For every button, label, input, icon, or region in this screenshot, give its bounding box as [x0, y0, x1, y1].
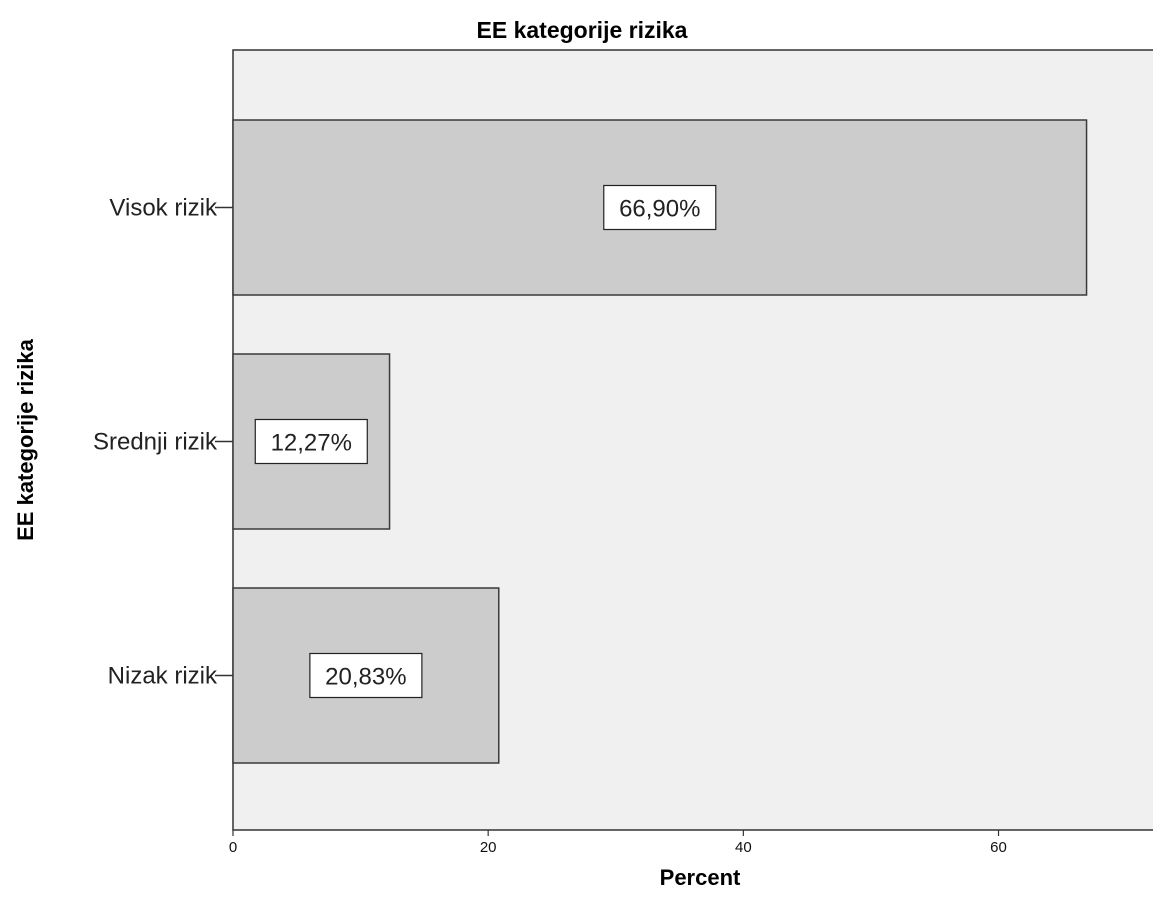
data-label-box-nizak-rizik: [309, 652, 423, 699]
category-label-srednji-rizik: Srednji rizik: [93, 429, 218, 456]
x-tick-label-20: 20: [480, 839, 497, 856]
data-label-box-srednji-rizik: [254, 418, 368, 465]
data-labels: 66,90% 12,27% 20,83%: [254, 184, 717, 699]
x-tick-label-0: 0: [229, 839, 237, 856]
data-label-visok-rizik: 66,90%: [619, 196, 700, 223]
chart-title: EE kategorije rizika: [477, 17, 688, 43]
x-tick-label-40: 40: [735, 839, 752, 856]
data-label-srednji-rizik: 12,27%: [271, 430, 352, 457]
y-axis-title: EE kategorije rizika: [13, 338, 38, 541]
category-label-nizak-rizik: Nizak rizik: [108, 663, 218, 690]
category-label-visok-rizik: Visok rizik: [109, 195, 218, 222]
data-label-box-visok-rizik: [603, 184, 717, 231]
data-label-nizak-rizik: 20,83%: [325, 664, 406, 691]
x-tick-label-60: 60: [990, 839, 1007, 856]
category-labels: Visok rizik Srednji rizik Nizak rizik: [93, 195, 233, 690]
x-axis-title: Percent: [660, 865, 741, 890]
x-axis-ticks: 0 20 40 60: [229, 830, 1007, 856]
